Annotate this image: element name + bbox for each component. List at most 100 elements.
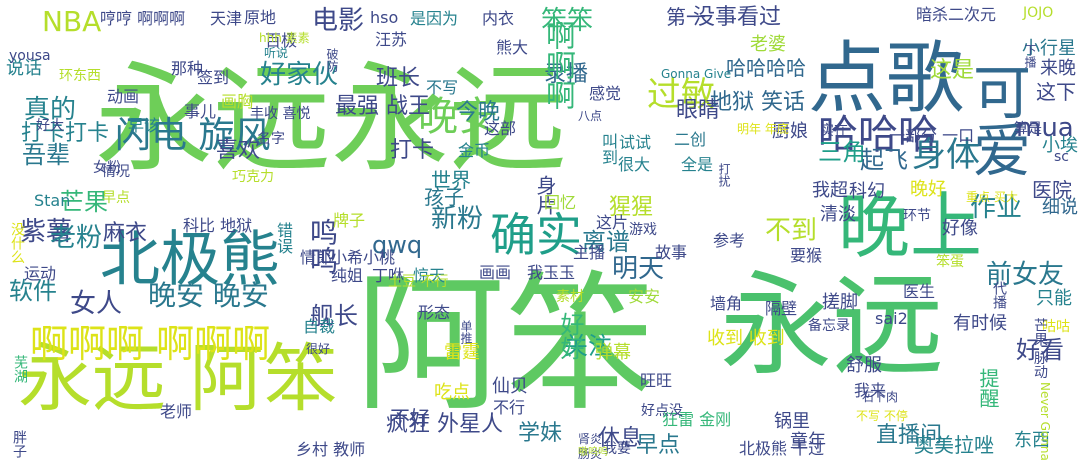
cloud-word: 阿笨 [355,258,656,432]
cloud-word: 那种 [171,59,204,78]
cloud-word: 芒果 [60,188,108,216]
cloud-word: 主播 [573,243,606,262]
cloud-word: 备忘录 [808,318,850,334]
cloud-word: 真的 [24,95,77,125]
cloud-word: 北极熊 干过 [739,439,825,458]
cloud-word: 直播间 [876,423,943,448]
cloud-word: 代播 [991,281,1007,309]
cloud-word: 我来 [854,381,887,400]
cloud-word: 雷霆 [444,342,480,363]
cloud-word: hso [370,8,399,27]
cloud-word: 汪苏 [375,30,408,49]
cloud-word: 搓脚 [822,292,858,313]
cloud-word: 好家伙 [260,60,339,90]
cloud-word: 芜湖 [12,355,28,383]
cloud-word: 好大 [36,118,64,134]
cloud-word: 好像 [942,218,978,239]
cloud-word: 二创 [674,130,707,149]
cloud-word: Gonna Give [661,67,732,81]
cloud-word: 破防 [325,48,339,72]
cloud-word: Never Gonna [1038,382,1052,461]
cloud-word: JOJO [1023,5,1054,21]
cloud-word: 狂雷 金刚 [662,410,732,429]
cloud-word: 软件 [9,277,57,305]
cloud-word: 喜欢 [216,138,261,163]
cloud-word: 老婆 [750,34,786,55]
cloud-word: 试试 [619,133,652,152]
cloud-word: 细说 [1042,197,1078,218]
cloud-word: 八点 [578,109,603,123]
cloud-word: mua [1016,113,1074,143]
cloud-word: 小行星 [1022,38,1076,59]
cloud-word: 厨娘 [772,121,808,142]
cloud-word: 情郎 [300,248,333,267]
cloud-word: 弹幕 [595,342,631,363]
cloud-word: 起飞 [860,146,908,174]
cloud-word: 女人 [70,289,123,319]
cloud-word: 牌子 [333,211,366,230]
cloud-word: 下播 [1023,44,1037,68]
cloud-word: 疯狂 外星人 [386,412,503,437]
cloud-word: sai2 [875,309,908,328]
cloud-word: 永远永远 [95,50,568,188]
cloud-word: 地狱 笑话 [710,90,805,115]
cloud-word: 晚安 [418,94,498,140]
cloud-word: 听说 [264,46,289,60]
cloud-word: 仙贝 [492,376,528,397]
cloud-word: 明年 年底 [737,122,789,136]
cloud-word: 作业 [970,193,1023,223]
cloud-word: 离谱 [582,228,630,256]
cloud-word: 好好 [556,312,584,360]
cloud-word: 巧克力 [232,169,274,185]
cloud-word: 金币 [458,141,491,160]
cloud-word: 世界 [431,168,471,192]
cloud-word: 第一 [666,5,706,29]
cloud-word: 算是 [1014,121,1042,137]
cloud-word: 身片 [533,175,557,215]
cloud-word: 内衣 [482,9,515,28]
cloud-word: 天津 [210,9,243,28]
cloud-word: 好看 [1016,336,1064,364]
cloud-word: 录播 [544,62,589,87]
cloud-word: 啊啊啊 啊啊啊 [30,322,271,366]
cloud-word: 这是 [930,58,975,83]
cloud-word: 熊大 [496,38,529,57]
cloud-word: 叫到 [599,133,618,165]
cloud-word: 好点没 [641,403,683,419]
cloud-word: 自裁 [303,317,336,336]
cloud-word: 休息 [598,426,643,451]
cloud-word: 打卡打卡 [21,121,110,146]
cloud-word: 最强 战王 [335,94,430,119]
cloud-word: 画画 [479,263,512,282]
cloud-word: 纯姐 [331,266,364,285]
cloud-word: 收到 收到 [707,328,785,349]
cloud-word: 提醒 [976,368,1000,408]
cloud-word: 单推 [459,320,473,344]
cloud-word: 早该 [128,116,161,135]
cloud-word: sc [1054,149,1069,165]
cloud-word: 老师 [160,402,193,421]
cloud-word: 错误 [274,222,293,254]
cloud-word: hhh 素素 [259,31,310,45]
cloud-word: 丰收 喜悦 [250,106,311,122]
cloud-word: 这部 [484,119,517,138]
cloud-word: 点歌 [808,34,965,124]
cloud-word: 晚上 [838,184,983,268]
cloud-word: 胖子 [11,430,27,458]
cloud-word: 医生 [903,282,936,301]
cloud-word: 重点 买大 [966,190,1018,204]
cloud-word: 早点 [102,190,130,206]
cloud-word: 名字 [257,131,285,147]
cloud-word: 前女友 [986,260,1065,290]
cloud-word: 笨蛋 [936,254,964,270]
cloud-word: 没事看过 [693,5,782,30]
cloud-word: 我玉玉 [527,263,576,282]
cloud-word: 东西 [1014,430,1050,451]
cloud-word: 参考 [713,231,746,250]
cloud-word: 晚安 晚安 [148,279,269,312]
cloud-word: 鸣鸣 [306,218,339,274]
cloud-word: 猩猩 [609,195,654,220]
cloud-word: 可爱 [963,62,1031,178]
cloud-word: 故事 [655,243,688,262]
cloud-word: 老粉 [50,223,103,253]
